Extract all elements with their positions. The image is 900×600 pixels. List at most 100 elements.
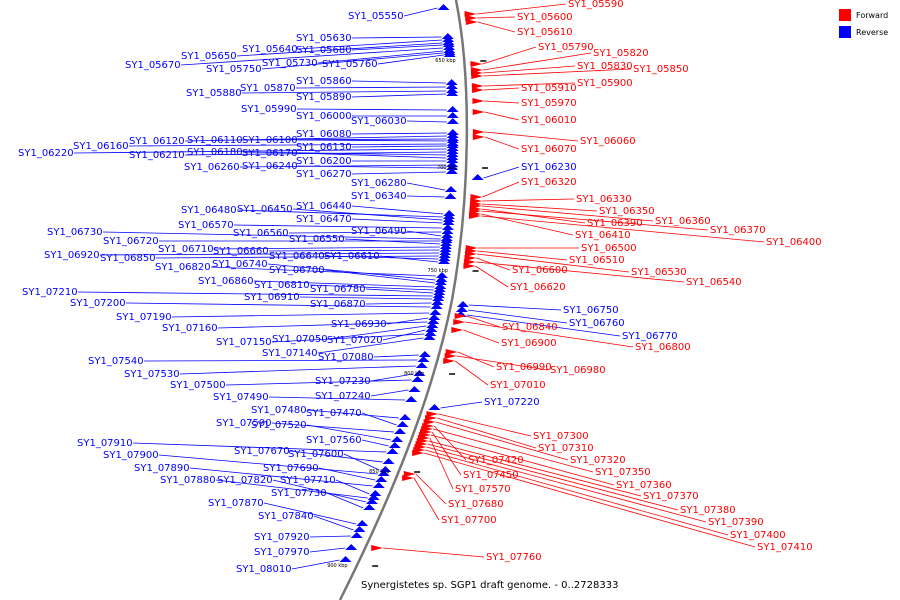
gene-label-sy1-06410[interactable]: SY1_06410 <box>575 230 631 241</box>
gene-label-sy1-06500[interactable]: SY1_06500 <box>581 243 637 254</box>
gene-label-sy1-05630[interactable]: SY1_05630 <box>296 33 352 44</box>
gene-label-sy1-07390[interactable]: SY1_07390 <box>708 517 764 528</box>
gene-label-sy1-07890[interactable]: SY1_07890 <box>134 463 190 474</box>
gene-label-sy1-05640[interactable]: SY1_05640 <box>242 44 298 55</box>
gene-label-sy1-06480[interactable]: SY1_06480 <box>181 205 237 216</box>
gene-label-sy1-06750[interactable]: SY1_06750 <box>563 305 619 316</box>
gene-label-sy1-05880[interactable]: SY1_05880 <box>186 88 242 99</box>
gene-label-sy1-06490[interactable]: SY1_06490 <box>351 226 407 237</box>
gene-label-sy1-07050[interactable]: SY1_07050 <box>272 334 328 345</box>
gene-label-sy1-07710[interactable]: SY1_07710 <box>280 475 336 486</box>
gene-label-sy1-06330[interactable]: SY1_06330 <box>576 194 632 205</box>
gene-label-sy1-06760[interactable]: SY1_06760 <box>569 318 625 329</box>
gene-label-sy1-06400[interactable]: SY1_06400 <box>766 237 822 248</box>
gene-label-sy1-06600[interactable]: SY1_06600 <box>512 265 568 276</box>
gene-label-sy1-07350[interactable]: SY1_07350 <box>595 467 651 478</box>
gene-label-sy1-06060[interactable]: SY1_06060 <box>580 136 636 147</box>
gene-label-sy1-07380[interactable]: SY1_07380 <box>680 505 736 516</box>
gene-label-sy1-05680[interactable]: SY1_05680 <box>296 45 352 56</box>
gene-label-sy1-07300[interactable]: SY1_07300 <box>533 431 589 442</box>
gene-label-sy1-06390[interactable]: SY1_06390 <box>587 218 643 229</box>
gene-label-sy1-05750[interactable]: SY1_05750 <box>206 64 262 75</box>
gene-label-sy1-06910[interactable]: SY1_06910 <box>244 292 300 303</box>
gene-label-sy1-07900[interactable]: SY1_07900 <box>103 450 159 461</box>
gene-label-sy1-06240[interactable]: SY1_06240 <box>242 161 298 172</box>
gene-label-sy1-07760[interactable]: SY1_07760 <box>486 552 542 563</box>
gene-label-sy1-06470[interactable]: SY1_06470 <box>296 214 352 225</box>
gene-label-sy1-06540[interactable]: SY1_06540 <box>686 277 742 288</box>
gene-label-sy1-05650[interactable]: SY1_05650 <box>181 51 237 62</box>
gene-label-sy1-06000[interactable]: SY1_06000 <box>296 111 352 122</box>
gene-label-sy1-06440[interactable]: SY1_06440 <box>296 201 352 212</box>
gene-label-sy1-06930[interactable]: SY1_06930 <box>331 319 387 330</box>
gene-label-sy1-06900[interactable]: SY1_06900 <box>501 338 557 349</box>
gene-label-sy1-07220[interactable]: SY1_07220 <box>484 397 540 408</box>
gene-label-sy1-07880[interactable]: SY1_07880 <box>160 475 216 486</box>
gene-label-sy1-06560[interactable]: SY1_06560 <box>233 228 289 239</box>
gene-label-sy1-07420[interactable]: SY1_07420 <box>468 455 524 466</box>
gene-label-sy1-06510[interactable]: SY1_06510 <box>569 255 625 266</box>
gene-label-sy1-06210[interactable]: SY1_06210 <box>129 150 185 161</box>
gene-label-sy1-07700[interactable]: SY1_07700 <box>441 515 497 526</box>
gene-label-sy1-06260[interactable]: SY1_06260 <box>184 162 240 173</box>
gene-label-sy1-06530[interactable]: SY1_06530 <box>631 267 687 278</box>
gene-label-sy1-06230[interactable]: SY1_06230 <box>521 162 577 173</box>
gene-label-sy1-05870[interactable]: SY1_05870 <box>240 83 296 94</box>
gene-label-sy1-05830[interactable]: SY1_05830 <box>577 61 633 72</box>
gene-label-sy1-06100[interactable]: SY1_06100 <box>242 135 298 146</box>
gene-label-sy1-06780[interactable]: SY1_06780 <box>310 284 366 295</box>
gene-label-sy1-07200[interactable]: SY1_07200 <box>70 298 126 309</box>
gene-label-sy1-07840[interactable]: SY1_07840 <box>258 511 314 522</box>
gene-label-sy1-05890[interactable]: SY1_05890 <box>296 92 352 103</box>
gene-label-sy1-06870[interactable]: SY1_06870 <box>310 299 366 310</box>
gene-label-sy1-06550[interactable]: SY1_06550 <box>289 234 345 245</box>
gene-label-sy1-06980[interactable]: SY1_06980 <box>550 365 606 376</box>
gene-label-sy1-05990[interactable]: SY1_05990 <box>241 104 297 115</box>
gene-label-sy1-07010[interactable]: SY1_07010 <box>490 380 546 391</box>
gene-label-sy1-07970[interactable]: SY1_07970 <box>254 547 310 558</box>
gene-label-sy1-07450[interactable]: SY1_07450 <box>463 470 519 481</box>
gene-label-sy1-05550[interactable]: SY1_05550 <box>348 11 404 22</box>
gene-label-sy1-06200[interactable]: SY1_06200 <box>296 156 352 167</box>
gene-label-sy1-06920[interactable]: SY1_06920 <box>44 250 100 261</box>
gene-label-sy1-06340[interactable]: SY1_06340 <box>351 191 407 202</box>
gene-label-sy1-07150[interactable]: SY1_07150 <box>216 337 272 348</box>
gene-label-sy1-05600[interactable]: SY1_05600 <box>517 12 573 23</box>
gene-label-sy1-07560[interactable]: SY1_07560 <box>306 435 362 446</box>
gene-label-sy1-06820[interactable]: SY1_06820 <box>155 262 211 273</box>
gene-label-sy1-06370[interactable]: SY1_06370 <box>710 225 766 236</box>
gene-label-sy1-07490[interactable]: SY1_07490 <box>213 392 269 403</box>
gene-label-sy1-07310[interactable]: SY1_07310 <box>538 443 594 454</box>
gene-label-sy1-05910[interactable]: SY1_05910 <box>521 83 577 94</box>
gene-label-sy1-06180[interactable]: SY1_06180 <box>187 147 243 158</box>
gene-label-sy1-06990[interactable]: SY1_06990 <box>496 362 552 373</box>
gene-label-sy1-07870[interactable]: SY1_07870 <box>208 498 264 509</box>
gene-label-sy1-06080[interactable]: SY1_06080 <box>296 129 352 140</box>
gene-label-sy1-06660[interactable]: SY1_06660 <box>213 246 269 257</box>
gene-label-sy1-05670[interactable]: SY1_05670 <box>125 60 181 71</box>
gene-label-sy1-06160[interactable]: SY1_06160 <box>73 141 129 152</box>
gene-label-sy1-07540[interactable]: SY1_07540 <box>88 356 144 367</box>
gene-label-sy1-06570[interactable]: SY1_06570 <box>178 220 234 231</box>
gene-label-sy1-07320[interactable]: SY1_07320 <box>570 455 626 466</box>
gene-label-sy1-06360[interactable]: SY1_06360 <box>655 216 711 227</box>
gene-label-sy1-07730[interactable]: SY1_07730 <box>271 488 327 499</box>
gene-label-sy1-05820[interactable]: SY1_05820 <box>593 48 649 59</box>
gene-label-sy1-07670[interactable]: SY1_07670 <box>234 446 290 457</box>
gene-label-sy1-06800[interactable]: SY1_06800 <box>635 342 691 353</box>
gene-label-sy1-05850[interactable]: SY1_05850 <box>633 64 689 75</box>
gene-label-sy1-06770[interactable]: SY1_06770 <box>622 331 678 342</box>
gene-label-sy1-06610[interactable]: SY1_06610 <box>324 251 380 262</box>
gene-label-sy1-06220[interactable]: SY1_06220 <box>18 148 74 159</box>
gene-label-sy1-07530[interactable]: SY1_07530 <box>124 369 180 380</box>
gene-label-sy1-06710[interactable]: SY1_06710 <box>158 244 214 255</box>
gene-label-sy1-05900[interactable]: SY1_05900 <box>577 78 633 89</box>
gene-label-sy1-06030[interactable]: SY1_06030 <box>351 116 407 127</box>
gene-label-sy1-07680[interactable]: SY1_07680 <box>448 499 504 510</box>
gene-label-sy1-06170[interactable]: SY1_06170 <box>242 148 298 159</box>
gene-label-sy1-05970[interactable]: SY1_05970 <box>521 98 577 109</box>
gene-label-sy1-06110[interactable]: SY1_06110 <box>187 135 243 146</box>
gene-label-sy1-07590[interactable]: SY1_07590 <box>216 418 272 429</box>
gene-label-sy1-06730[interactable]: SY1_06730 <box>47 227 103 238</box>
gene-label-sy1-07370[interactable]: SY1_07370 <box>643 491 699 502</box>
